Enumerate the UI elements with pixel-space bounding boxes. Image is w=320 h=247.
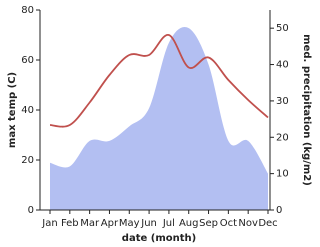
y-tick-label: 0: [28, 205, 34, 216]
y-tick-label: 80: [21, 5, 34, 16]
x-tick-label: Sep: [199, 218, 218, 229]
y2-tick-label: 50: [276, 23, 289, 34]
y2-tick-label: 10: [276, 169, 289, 180]
y2-tick-label: 20: [276, 132, 289, 143]
precipitation-area: [50, 27, 268, 211]
x-tick-label: Dec: [258, 218, 277, 229]
y2-axis-label: med. precipitation (kg/m2): [301, 34, 312, 186]
x-axis-label: date (month): [122, 233, 196, 244]
x-tick-label: May: [119, 218, 140, 229]
y-axis-label: max temp (C): [7, 72, 18, 148]
x-tick-label: Jun: [140, 218, 157, 229]
x-tick-label: Aug: [179, 218, 199, 229]
x-tick-label: Nov: [238, 218, 258, 229]
x-tick-label: Jul: [162, 218, 175, 229]
x-tick-label: Jan: [41, 218, 57, 229]
y2-tick-label: 0: [276, 205, 282, 216]
y-tick-label: 60: [21, 55, 34, 66]
y-tick-label: 20: [21, 155, 34, 166]
x-tick-label: Mar: [80, 218, 100, 229]
temperature-line: [49, 34, 269, 128]
y2-tick-label: 40: [276, 60, 289, 71]
x-tick-label: Feb: [61, 218, 79, 229]
x-tick-label: Oct: [220, 218, 237, 229]
y-tick-label: 40: [21, 105, 34, 116]
y2-tick-label: 30: [276, 96, 289, 107]
x-tick-label: Apr: [101, 218, 119, 229]
